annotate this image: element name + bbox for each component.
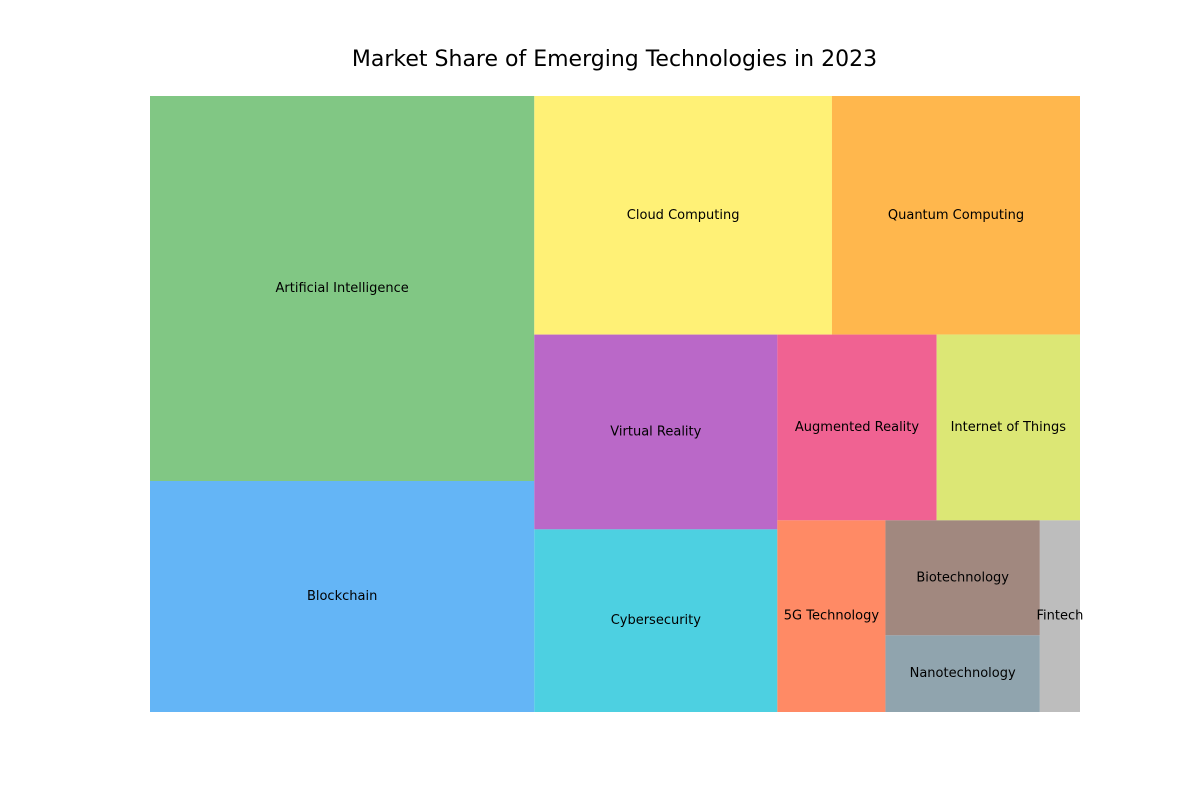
tile-label-fintech: Fintech (1036, 609, 1083, 624)
tile-augmented-reality: Augmented Reality (777, 334, 937, 521)
tile-label-biotechnology: Biotechnology (916, 570, 1009, 585)
tile-nanotechnology: Nanotechnology (885, 635, 1040, 712)
tile-label-5g-technology: 5G Technology (784, 609, 880, 624)
tile-rect-blockchain (150, 481, 535, 712)
tile-label-cybersecurity: Cybersecurity (611, 613, 702, 628)
tile-fintech: Fintech (1036, 520, 1083, 712)
tile-rect-fintech (1039, 520, 1080, 712)
tile-rect-quantum-computing (831, 96, 1080, 335)
tile-cloud-computing: Cloud Computing (534, 96, 832, 335)
tile-rect-artificial-intelligence (150, 96, 535, 481)
chart-title: Market Share of Emerging Technologies in… (351, 47, 878, 72)
tile-rect-internet-of-things (936, 334, 1080, 521)
tile-label-internet-of-things: Internet of Things (951, 420, 1067, 435)
tile-label-artificial-intelligence: Artificial Intelligence (276, 281, 409, 296)
tile-rect-virtual-reality (534, 334, 778, 530)
tile-blockchain: Blockchain (150, 481, 535, 712)
tile-virtual-reality: Virtual Reality (534, 334, 778, 530)
tile-rect-biotechnology (885, 520, 1040, 636)
tile-rect-cloud-computing (534, 96, 832, 335)
tile-artificial-intelligence: Artificial Intelligence (150, 96, 535, 481)
tile-5g-technology: 5G Technology (777, 520, 886, 712)
tile-rect-cybersecurity (534, 529, 778, 712)
tile-biotechnology: Biotechnology (885, 520, 1040, 636)
tile-internet-of-things: Internet of Things (936, 334, 1080, 521)
tile-label-augmented-reality: Augmented Reality (795, 420, 919, 435)
tile-cybersecurity: Cybersecurity (534, 529, 778, 712)
tile-label-nanotechnology: Nanotechnology (910, 666, 1016, 681)
tile-rect-5g-technology (777, 520, 886, 712)
tile-rect-nanotechnology (885, 635, 1040, 712)
tile-label-virtual-reality: Virtual Reality (610, 424, 701, 439)
tile-label-blockchain: Blockchain (307, 589, 377, 604)
tile-rect-augmented-reality (777, 334, 937, 521)
tile-quantum-computing: Quantum Computing (831, 96, 1080, 335)
tile-label-quantum-computing: Quantum Computing (888, 208, 1024, 223)
tile-label-cloud-computing: Cloud Computing (627, 208, 740, 223)
